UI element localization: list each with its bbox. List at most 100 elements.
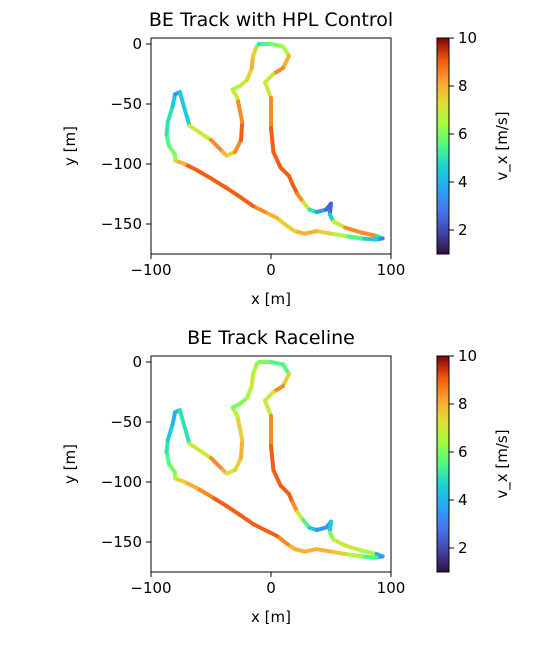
- track-segment: [275, 216, 290, 229]
- track-segment: [239, 513, 255, 526]
- colorbar: [436, 355, 450, 573]
- track-segment: [359, 236, 379, 242]
- track-segment: [182, 480, 199, 490]
- track-segment: [233, 138, 243, 154]
- track-segment: [269, 42, 285, 49]
- track-segment: [239, 195, 255, 208]
- track-segment: [251, 204, 267, 214]
- track-segment: [343, 543, 363, 553]
- x-tick-label: −100: [130, 261, 171, 279]
- track-segment: [359, 230, 379, 238]
- track-segment: [359, 554, 379, 560]
- y-tick-label: −50: [110, 413, 142, 431]
- track-segment: [224, 504, 243, 518]
- track-segment: [271, 150, 283, 170]
- colorbar-tick-label: 2: [458, 221, 468, 239]
- track-segment: [239, 120, 245, 142]
- track-segment: [245, 66, 254, 82]
- track-segment: [343, 225, 363, 235]
- track-segment: [269, 360, 285, 367]
- track-segment: [194, 486, 213, 499]
- track-segment: [263, 210, 279, 220]
- colorbar-tick-label: 10: [458, 29, 477, 47]
- chart-title: BE Track with HPL Control: [149, 9, 393, 31]
- track-segment: [170, 410, 177, 427]
- track-segment: [271, 468, 283, 488]
- track-segment: [177, 408, 192, 446]
- track-segment: [329, 231, 348, 238]
- track-segment: [269, 126, 276, 154]
- colorbar-tick-label: 6: [458, 125, 468, 143]
- colorbar-ticks: 2 4 6 8 10: [449, 347, 477, 557]
- track-segment: [187, 441, 213, 460]
- y-tick-label: 0: [132, 35, 142, 53]
- track-segment: [177, 90, 192, 128]
- track-segment: [209, 176, 229, 190]
- track-segment: [263, 80, 273, 100]
- x-axis-ticks: −100 0 100: [130, 254, 405, 279]
- track-segment: [194, 168, 213, 181]
- track-segment: [275, 534, 290, 547]
- colorbar-ticks: 2 4 6 8 10: [449, 29, 477, 239]
- track-segment: [170, 92, 177, 109]
- colorbar-tick-label: 8: [458, 77, 468, 95]
- track-segment: [251, 522, 267, 532]
- colorbar-tick-label: 2: [458, 539, 468, 557]
- track-segment: [249, 372, 255, 388]
- chart-panel-1: BE Track with HPL Control −100 0 100 0 −50 −…: [61, 9, 512, 308]
- track-segment: [164, 120, 170, 136]
- colorbar: [436, 37, 450, 255]
- track-line: [164, 360, 385, 560]
- colorbar-label: v_x [m/s]: [493, 111, 512, 180]
- track-segment: [235, 414, 245, 442]
- track-segment: [187, 123, 213, 142]
- y-tick-label: −150: [101, 215, 142, 233]
- colorbar-label: v_x [m/s]: [493, 429, 512, 498]
- track-segment: [359, 548, 379, 556]
- track-segment: [165, 422, 175, 442]
- x-tick-label: 0: [266, 579, 276, 597]
- track-segment: [302, 547, 319, 554]
- y-axis-ticks: 0 −50 −100 −150: [101, 353, 151, 551]
- colorbar-tick-label: 8: [458, 395, 468, 413]
- track-segment: [329, 549, 348, 556]
- track-segment: [164, 450, 171, 466]
- track-segment: [209, 138, 225, 154]
- track-segment: [249, 54, 255, 70]
- track-segment: [331, 537, 348, 548]
- chart-panel-2: BE Track Raceline −100 0 100 0−50−100−150 …: [61, 327, 512, 626]
- track-segment: [314, 229, 333, 236]
- track-segment: [224, 186, 243, 200]
- y-axis-label: y [m]: [61, 126, 79, 166]
- track-segment: [233, 456, 243, 472]
- colorbar-tick-label: 10: [458, 347, 477, 365]
- track-segment: [281, 372, 291, 388]
- track-segment: [164, 132, 171, 148]
- x-tick-label: 100: [377, 261, 406, 279]
- y-axis-label: y [m]: [61, 444, 79, 484]
- y-tick-label: −100: [101, 155, 142, 173]
- track-segment: [331, 219, 348, 230]
- track-segment: [239, 438, 245, 460]
- track-segment: [302, 229, 319, 236]
- track-segment: [263, 528, 279, 538]
- x-tick-label: 100: [377, 579, 406, 597]
- track-segment: [263, 398, 273, 418]
- track-segment: [343, 234, 363, 241]
- track-segment: [281, 54, 291, 70]
- y-tick-label: −50: [110, 95, 142, 113]
- track-line: [164, 42, 385, 242]
- colorbar-tick-label: 4: [458, 173, 468, 191]
- x-tick-label: 0: [266, 261, 276, 279]
- y-tick-label: −150: [101, 533, 142, 551]
- x-tick-label: −100: [130, 579, 171, 597]
- track-segment: [164, 438, 170, 454]
- x-axis-label: x [m]: [251, 290, 291, 308]
- track-segment: [182, 162, 199, 172]
- track-segment: [165, 104, 175, 124]
- track-segment: [343, 552, 363, 559]
- track-segment: [235, 96, 245, 124]
- x-axis-label: x [m]: [251, 608, 291, 626]
- track-segment: [245, 384, 254, 400]
